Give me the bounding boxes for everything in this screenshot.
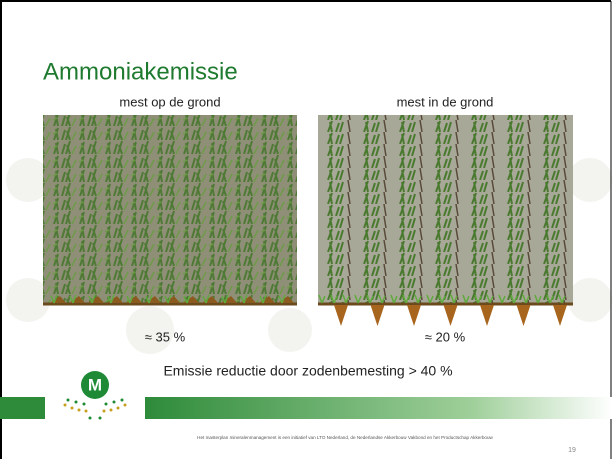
ground-right xyxy=(318,294,573,326)
injection-slot xyxy=(370,305,385,326)
sprout xyxy=(534,294,542,304)
sprout xyxy=(486,294,494,304)
sprout xyxy=(278,294,286,304)
sprout xyxy=(259,294,267,304)
logo: M xyxy=(63,371,127,420)
sprout xyxy=(522,294,530,304)
sprout xyxy=(414,294,422,304)
sprout xyxy=(378,294,386,304)
conclusion: Emissie reductie door zodenbemesting > 4… xyxy=(163,363,452,379)
injection-slot xyxy=(553,305,567,326)
decor-circles xyxy=(6,158,612,354)
sprout xyxy=(366,294,374,304)
sprout xyxy=(438,294,446,304)
injection-slot xyxy=(480,305,494,326)
ground-left xyxy=(43,294,297,306)
sprout xyxy=(474,294,482,304)
injection-slot xyxy=(516,305,531,326)
sprout xyxy=(50,294,58,304)
sprout xyxy=(202,294,210,304)
sprout xyxy=(69,294,77,304)
injection-slot xyxy=(443,305,458,326)
sprout xyxy=(450,294,458,304)
photo-surface xyxy=(43,115,297,303)
caption-right: mest in de grond xyxy=(397,94,494,109)
sprout xyxy=(107,294,115,304)
sprout xyxy=(546,294,554,304)
sprout xyxy=(145,294,153,304)
sprout xyxy=(183,294,191,304)
result-left: ≈ 35 % xyxy=(145,329,186,344)
logo-letter: M xyxy=(88,375,102,394)
sprout xyxy=(126,294,134,304)
title: Ammoniakemissie xyxy=(43,58,238,85)
sprout xyxy=(342,294,350,304)
result-right: ≈ 20 % xyxy=(425,329,466,344)
sprout xyxy=(402,294,410,304)
sprout xyxy=(330,294,338,304)
injection-slot xyxy=(334,305,348,326)
page-number: 19 xyxy=(568,447,576,454)
bar-right xyxy=(145,397,612,419)
sprout xyxy=(354,294,362,304)
sprout xyxy=(240,294,248,304)
bar-left xyxy=(0,397,45,419)
sprout xyxy=(164,294,172,304)
sprout xyxy=(558,294,566,304)
sprout xyxy=(462,294,470,304)
photo-injection xyxy=(318,115,573,303)
sprout xyxy=(498,294,506,304)
caption-left: mest op de grond xyxy=(119,94,220,109)
footer: Het masterplan mineralenmanagement is ee… xyxy=(197,435,493,440)
sprout xyxy=(221,294,229,304)
injection-slot xyxy=(407,305,421,326)
sprout xyxy=(88,294,96,304)
sprout xyxy=(390,294,398,304)
sprout xyxy=(510,294,518,304)
sprout xyxy=(426,294,434,304)
sprout xyxy=(318,294,326,304)
